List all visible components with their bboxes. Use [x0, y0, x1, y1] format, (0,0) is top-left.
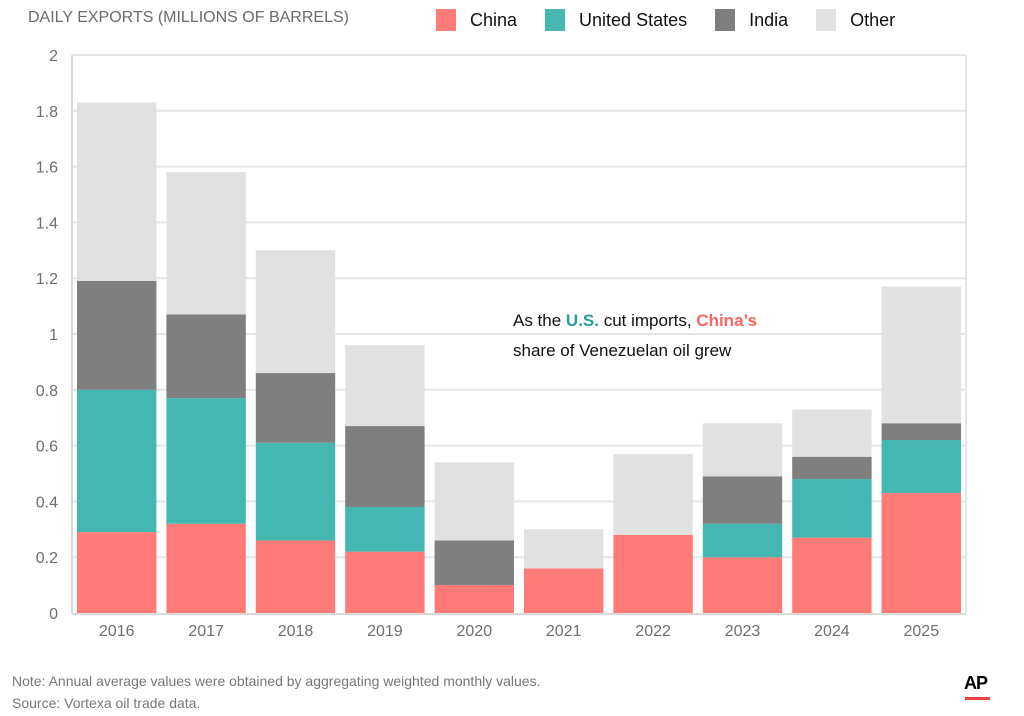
bar-other-2021: [524, 529, 604, 569]
bar-china-2025: [881, 493, 961, 613]
bar-stack-2021: [524, 529, 604, 613]
ap-logo: AP: [964, 673, 988, 693]
bar-united-states-2024: [792, 479, 872, 538]
y-tick-label: 0.2: [36, 550, 58, 567]
y-tick-label: 1.4: [36, 215, 58, 232]
bar-other-2022: [613, 453, 693, 535]
bar-china-2023: [702, 557, 783, 613]
annotation-prefix: As the: [513, 311, 566, 330]
annotation-us: U.S.: [565, 311, 599, 330]
footer-source: Source: Vortexa oil trade data.: [12, 695, 201, 711]
bar-stack-2017: [166, 172, 246, 613]
y-tick-label: 1.8: [36, 104, 58, 121]
legend-label-united-states: United States: [579, 9, 688, 30]
x-tick-label: 2019: [367, 623, 403, 640]
x-tick-label: 2017: [188, 623, 224, 640]
y-tick-label: 0.4: [36, 494, 58, 511]
bars: [77, 102, 961, 613]
bar-stack-2016: [77, 102, 157, 613]
bar-china-2018: [255, 540, 336, 613]
legend-label-other: Other: [850, 9, 896, 30]
x-tick-label: 2018: [278, 623, 314, 640]
bar-china-2020: [434, 585, 514, 613]
legend-swatch-united-states: [545, 9, 566, 31]
y-tick-label: 0.8: [36, 383, 58, 400]
x-tick-label: 2020: [457, 623, 493, 640]
bar-united-states-2023: [702, 523, 783, 558]
bar-other-2016: [77, 102, 157, 281]
chart-annotation: As the U.S. cut imports, China’s share o…: [513, 306, 757, 366]
x-tick-label: 2024: [814, 623, 850, 640]
x-tick-labels: 2016 2017 2018 2019 2020 2021 2022 2023 2024 2025: [99, 623, 939, 640]
x-tick-label: 2022: [635, 623, 671, 640]
bar-other-2019: [345, 345, 425, 427]
legend-swatch-china: [436, 9, 456, 31]
bar-stack-2019: [345, 345, 425, 613]
legend-swatch-other: [816, 9, 837, 31]
bar-united-states-2017: [166, 398, 246, 524]
bar-other-2023: [702, 423, 783, 477]
bar-stack-2025: [881, 286, 961, 613]
y-tick-label: 0.6: [36, 439, 58, 456]
bar-india-2019: [345, 426, 425, 507]
legend-item-india: India: [715, 9, 788, 31]
bar-india-2024: [792, 456, 872, 480]
bar-other-2020: [434, 462, 514, 541]
bar-stack-2018: [255, 250, 336, 613]
bar-other-2025: [881, 286, 961, 424]
legend-label-china: China: [470, 9, 518, 30]
bar-india-2018: [255, 373, 336, 443]
bar-united-states-2019: [345, 506, 425, 552]
legend: China United States India Other: [436, 7, 923, 33]
annotation-china: China’s: [696, 311, 758, 330]
bar-india-2020: [434, 540, 514, 586]
y-tick-label: 1.2: [36, 271, 58, 288]
bar-china-2021: [524, 568, 604, 613]
bar-china-2024: [792, 537, 872, 613]
annotation-middle: cut imports,: [598, 311, 697, 330]
bar-india-2023: [702, 476, 783, 524]
annotation-line-1: As the U.S. cut imports, China’s: [513, 306, 757, 336]
bar-united-states-2016: [77, 389, 157, 533]
y-tick-label: 1.6: [36, 160, 58, 177]
bar-united-states-2025: [881, 440, 961, 494]
footer: Note: Annual average values were obtaine…: [12, 670, 540, 714]
footer-note: Note: Annual average values were obtaine…: [12, 673, 541, 689]
y-axis-title: DAILY EXPORTS (MILLIONS OF BARRELS): [28, 9, 349, 26]
bar-india-2017: [166, 314, 246, 399]
bar-stack-2024: [792, 409, 872, 613]
x-tick-label: 2023: [725, 623, 761, 640]
legend-item-china: China: [436, 9, 517, 31]
legend-item-other: Other: [816, 9, 895, 31]
bar-united-states-2018: [255, 442, 336, 541]
legend-label-india: India: [749, 9, 789, 30]
bar-india-2025: [881, 423, 961, 441]
x-tick-label: 2021: [546, 623, 582, 640]
bar-other-2024: [792, 409, 872, 457]
ap-logo-underline: [965, 697, 990, 700]
axes: [71, 55, 967, 615]
bar-china-2019: [345, 551, 425, 613]
y-tick-label: 0: [49, 606, 58, 623]
annotation-line-2: share of Venezuelan oil grew: [513, 341, 732, 360]
bar-china-2016: [77, 532, 157, 613]
y-tick-label: 2: [49, 48, 58, 65]
y-tick-labels: 0 0.2 0.4 0.6 0.8 1 1.2 1.4 1.6 1.8 2: [36, 48, 58, 623]
bar-china-2017: [166, 523, 246, 613]
legend-item-united-states: United States: [545, 9, 687, 31]
bar-india-2016: [77, 280, 157, 390]
y-tick-label: 1: [49, 327, 58, 344]
bar-china-2022: [613, 534, 693, 613]
bar-other-2018: [255, 250, 336, 374]
x-tick-label: 2025: [904, 623, 940, 640]
bar-stack-2022: [613, 453, 693, 613]
legend-swatch-india: [715, 9, 736, 31]
bar-other-2017: [166, 172, 246, 315]
bar-stack-2020: [434, 462, 514, 613]
bar-stack-2023: [702, 423, 783, 613]
x-tick-label: 2016: [99, 623, 135, 640]
